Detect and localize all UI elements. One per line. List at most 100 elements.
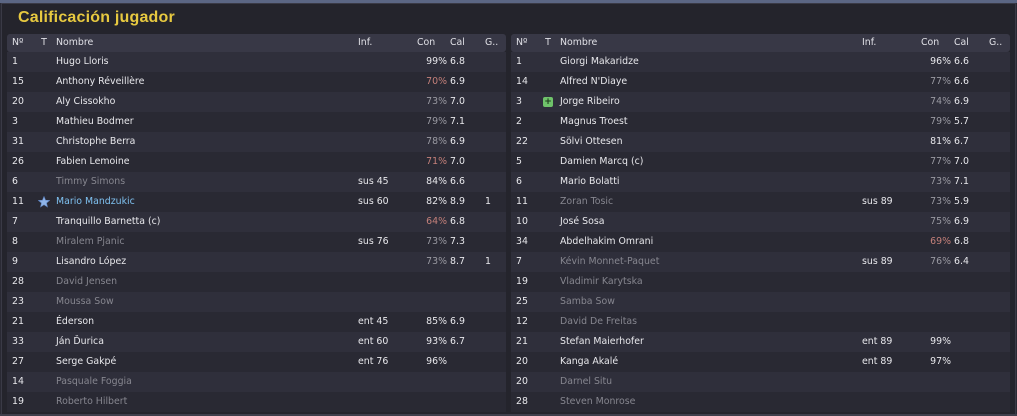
player-row[interactable]: 14 Pasquale Foggia (7, 372, 506, 392)
player-name[interactable]: Alfred N'Diaye (560, 76, 628, 87)
player-name[interactable]: Mario Bolatti (560, 176, 620, 187)
player-row[interactable]: 7 Tranquillo Barnetta (c) 64% 6.8 (7, 212, 506, 232)
col-header-inf[interactable]: Inf. (358, 37, 373, 48)
player-name[interactable]: Kanga Akalé (560, 356, 619, 367)
player-number: 19 (12, 396, 24, 407)
player-row[interactable]: 21 Éderson ent 45 85% 6.9 (7, 312, 506, 332)
player-name[interactable]: Christophe Berra (56, 136, 136, 147)
col-header-goals[interactable]: G.. (485, 37, 499, 48)
player-row[interactable]: 11 Zoran Tosic sus 89 73% 5.9 (511, 192, 1010, 212)
col-header-condition[interactable]: Con (417, 37, 436, 48)
player-row[interactable]: 6 Mario Bolatti 73% 7.1 (511, 172, 1010, 192)
player-row[interactable]: 31 Christophe Berra 78% 6.9 (7, 132, 506, 152)
player-goals: 1 (485, 196, 491, 207)
player-name[interactable]: Anthony Réveillère (56, 76, 145, 87)
player-condition (921, 372, 951, 392)
col-header-t[interactable]: T (545, 37, 551, 48)
player-name[interactable]: Éderson (56, 316, 95, 327)
status-slot (541, 192, 555, 212)
player-row[interactable]: 14 Alfred N'Diaye 77% 6.6 (511, 72, 1010, 92)
player-row[interactable]: 23 Moussa Sow (7, 292, 506, 312)
player-row[interactable]: 28 Steven Monrose (511, 392, 1010, 412)
player-name[interactable]: Steven Monrose (560, 396, 636, 407)
col-header-condition[interactable]: Con (921, 37, 940, 48)
player-row[interactable]: 28 David Jensen (7, 272, 506, 292)
player-row[interactable]: 10 José Sosa 75% 6.9 (511, 212, 1010, 232)
player-row[interactable]: 33 Ján Ďurica ent 60 93% 6.7 (7, 332, 506, 352)
player-row[interactable]: 1 Giorgi Makaridze 96% 6.6 (511, 52, 1010, 72)
player-name[interactable]: Hugo Lloris (56, 56, 109, 67)
player-name[interactable]: Tranquillo Barnetta (c) (56, 216, 161, 227)
player-number: 2 (516, 116, 522, 127)
player-row[interactable]: 15 Anthony Réveillère 70% 6.9 (7, 72, 506, 92)
player-row[interactable]: 20 Darnel Situ (511, 372, 1010, 392)
player-condition: 77% (930, 156, 951, 167)
player-rating: 6.6 (450, 176, 465, 187)
player-name[interactable]: Kévin Monnet-Paquet (560, 256, 660, 267)
player-rating: 6.8 (954, 236, 969, 247)
player-condition: 99% (426, 56, 447, 67)
player-name[interactable]: Stefan Maierhofer (560, 336, 644, 347)
player-name[interactable]: José Sosa (560, 216, 605, 227)
col-header-rating[interactable]: Cal (954, 37, 969, 48)
col-header-rating[interactable]: Cal (450, 37, 465, 48)
player-name[interactable]: Roberto Hilbert (56, 396, 128, 407)
col-header-number[interactable]: Nº (12, 37, 24, 48)
player-name[interactable]: Giorgi Makaridze (560, 56, 639, 67)
player-name[interactable]: Ján Ďurica (56, 336, 104, 347)
col-header-inf[interactable]: Inf. (862, 37, 877, 48)
player-info: sus 60 (358, 196, 389, 207)
player-name[interactable]: Magnus Troest (560, 116, 628, 127)
player-name[interactable]: Vladimir Karytska (560, 276, 643, 287)
player-name[interactable]: Jorge Ribeiro (560, 96, 620, 107)
player-name[interactable]: David De Freitas (560, 316, 638, 327)
player-number: 26 (12, 156, 24, 167)
col-header-t[interactable]: T (41, 37, 47, 48)
table-header: Nº T Nombre Inf. Con Cal G.. (7, 34, 506, 52)
player-row[interactable]: 25 Samba Sow (511, 292, 1010, 312)
player-row[interactable]: 9 Lisandro López 73% 8.7 1 (7, 252, 506, 272)
player-row[interactable]: 1 Hugo Lloris 99% 6.8 (7, 52, 506, 72)
player-row[interactable]: 8 Miralem Pjanic sus 76 73% 7.3 (7, 232, 506, 252)
player-row[interactable]: 2 Magnus Troest 79% 5.7 (511, 112, 1010, 132)
player-row[interactable]: 26 Fabien Lemoine 71% 7.0 (7, 152, 506, 172)
col-header-goals[interactable]: G.. (989, 37, 1003, 48)
player-row[interactable]: 22 Sölvi Ottesen 81% 6.7 (511, 132, 1010, 152)
player-rating: 7.0 (954, 156, 969, 167)
player-row[interactable]: 20 Aly Cissokho 73% 7.0 (7, 92, 506, 112)
player-row[interactable]: 34 Abdelhakim Omrani 69% 6.8 (511, 232, 1010, 252)
player-name[interactable]: Aly Cissokho (56, 96, 116, 107)
player-name[interactable]: Miralem Pjanic (56, 236, 125, 247)
player-name[interactable]: Pasquale Foggia (56, 376, 132, 387)
player-row[interactable]: 21 Stefan Maierhofer ent 89 99% (511, 332, 1010, 352)
player-name[interactable]: Darnel Situ (560, 376, 613, 387)
player-row[interactable]: 12 David De Freitas (511, 312, 1010, 332)
player-name[interactable]: Zoran Tosic (560, 196, 614, 207)
player-name[interactable]: Samba Sow (560, 296, 615, 307)
player-row[interactable]: 3 + Jorge Ribeiro 74% 6.9 (511, 92, 1010, 112)
player-name[interactable]: Sölvi Ottesen (560, 136, 623, 147)
player-row[interactable]: 5 Damien Marcq (c) 77% 7.0 (511, 152, 1010, 172)
player-row[interactable]: 19 Roberto Hilbert (7, 392, 506, 412)
player-name[interactable]: Timmy Simons (56, 176, 126, 187)
player-name[interactable]: Abdelhakim Omrani (560, 236, 654, 247)
player-name[interactable]: Serge Gakpé (56, 356, 117, 367)
col-header-name[interactable]: Nombre (560, 37, 598, 48)
col-header-number[interactable]: Nº (516, 37, 528, 48)
col-header-name[interactable]: Nombre (56, 37, 94, 48)
player-name[interactable]: Mathieu Bodmer (56, 116, 134, 127)
player-row[interactable]: 7 Kévin Monnet-Paquet sus 89 76% 6.4 (511, 252, 1010, 272)
player-row[interactable]: 11 Mario Mandzukic sus 60 82% 8.9 1 (7, 192, 506, 212)
player-row[interactable]: 3 Mathieu Bodmer 79% 7.1 (7, 112, 506, 132)
player-name[interactable]: Moussa Sow (56, 296, 114, 307)
player-name[interactable]: Damien Marcq (c) (560, 156, 644, 167)
player-row[interactable]: 19 Vladimir Karytska (511, 272, 1010, 292)
player-row[interactable]: 27 Serge Gakpé ent 76 96% (7, 352, 506, 372)
player-row[interactable]: 20 Kanga Akalé ent 89 97% (511, 352, 1010, 372)
player-name[interactable]: David Jensen (56, 276, 118, 287)
player-name[interactable]: Lisandro López (56, 256, 127, 267)
player-row[interactable]: 6 Timmy Simons sus 45 84% 6.6 (7, 172, 506, 192)
player-name[interactable]: Fabien Lemoine (56, 156, 130, 167)
player-name[interactable]: Mario Mandzukic (56, 196, 135, 207)
player-condition: 79% (426, 116, 447, 127)
